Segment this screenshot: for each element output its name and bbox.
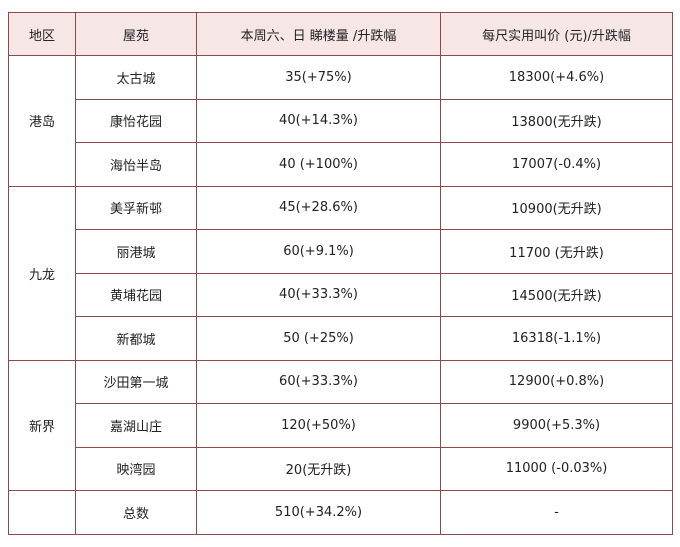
estate-cell: 嘉湖山庄 [75, 403, 197, 448]
viewings-cell: 120(+50%) [196, 403, 441, 448]
header-region: 地区 [8, 12, 76, 56]
housing-viewings-table: 地区 屋苑 本周六、日 睇楼量 /升跌幅 每尺实用叫价 (元)/升跌幅 港岛 太古… [8, 12, 673, 535]
table-row: 新都城 50 (+25%) 16318(-1.1%) [9, 316, 673, 361]
estate-cell: 太古城 [75, 55, 197, 100]
region-cell: 新界 [8, 359, 76, 491]
table-row: 港岛 太古城 35(+75%) 18300(+4.6%) [8, 55, 673, 187]
header-viewings: 本周六、日 睇楼量 /升跌幅 [196, 12, 441, 56]
total-label: 总数 [75, 490, 197, 535]
viewings-cell: 60(+33.3%) [196, 359, 441, 404]
header-estate: 屋苑 [75, 12, 197, 56]
table-row: 海怡半岛 40 (+100%) 17007(-0.4%) [9, 142, 673, 187]
price-cell: 17007(-0.4%) [440, 142, 673, 187]
viewings-cell: 50 (+25%) [196, 316, 441, 361]
viewings-cell: 40 (+100%) [196, 142, 441, 187]
estate-cell: 康怡花园 [75, 98, 197, 143]
price-cell: 13800(无升跌) [440, 98, 673, 143]
viewings-cell: 40(+33.3%) [196, 272, 441, 317]
estate-cell: 黄埔花园 [75, 272, 197, 317]
table-row: 九龙 美孚新邨 45(+28.6%) 10900(无升跌) [8, 185, 673, 361]
viewings-cell: 20(无升跌) [196, 446, 441, 491]
table-row: 丽港城 60(+9.1%) 11700 (无升跌) [9, 229, 673, 274]
region-cell: 九龙 [8, 185, 76, 361]
table-row: 黄埔花园 40(+33.3%) 14500(无升跌) [9, 272, 673, 317]
region-cell: 港岛 [8, 55, 76, 187]
viewings-cell: 60(+9.1%) [196, 229, 441, 274]
viewings-cell: 40(+14.3%) [196, 98, 441, 143]
total-viewings: 510(+34.2%) [196, 490, 441, 535]
price-cell: 11000 (-0.03%) [440, 446, 673, 491]
estate-cell: 丽港城 [75, 229, 197, 274]
price-cell: 11700 (无升跌) [440, 229, 673, 274]
price-cell: 10900(无升跌) [440, 185, 673, 230]
price-cell: 9900(+5.3%) [440, 403, 673, 448]
table-row: 新界 沙田第一城 60(+33.3%) 12900(+0.8%) [8, 359, 673, 491]
total-region-cell [8, 490, 76, 535]
table-row: 嘉湖山庄 120(+50%) 9900(+5.3%) [9, 403, 673, 448]
total-row: 总数 510(+34.2%) - [8, 490, 673, 535]
table-row: 映湾园 20(无升跌) 11000 (-0.03%) [9, 446, 673, 491]
price-cell: 14500(无升跌) [440, 272, 673, 317]
header-price: 每尺实用叫价 (元)/升跌幅 [440, 12, 673, 56]
price-cell: 12900(+0.8%) [440, 359, 673, 404]
total-price: - [440, 490, 673, 535]
header-row: 地区 屋苑 本周六、日 睇楼量 /升跌幅 每尺实用叫价 (元)/升跌幅 [8, 12, 673, 56]
estate-cell: 沙田第一城 [75, 359, 197, 404]
estate-cell: 映湾园 [75, 446, 197, 491]
price-cell: 18300(+4.6%) [440, 55, 673, 100]
estate-cell: 新都城 [75, 316, 197, 361]
estate-cell: 海怡半岛 [75, 142, 197, 187]
estate-cell: 美孚新邨 [75, 185, 197, 230]
table-row: 康怡花园 40(+14.3%) 13800(无升跌) [9, 98, 673, 143]
viewings-cell: 45(+28.6%) [196, 185, 441, 230]
viewings-cell: 35(+75%) [196, 55, 441, 100]
price-cell: 16318(-1.1%) [440, 316, 673, 361]
